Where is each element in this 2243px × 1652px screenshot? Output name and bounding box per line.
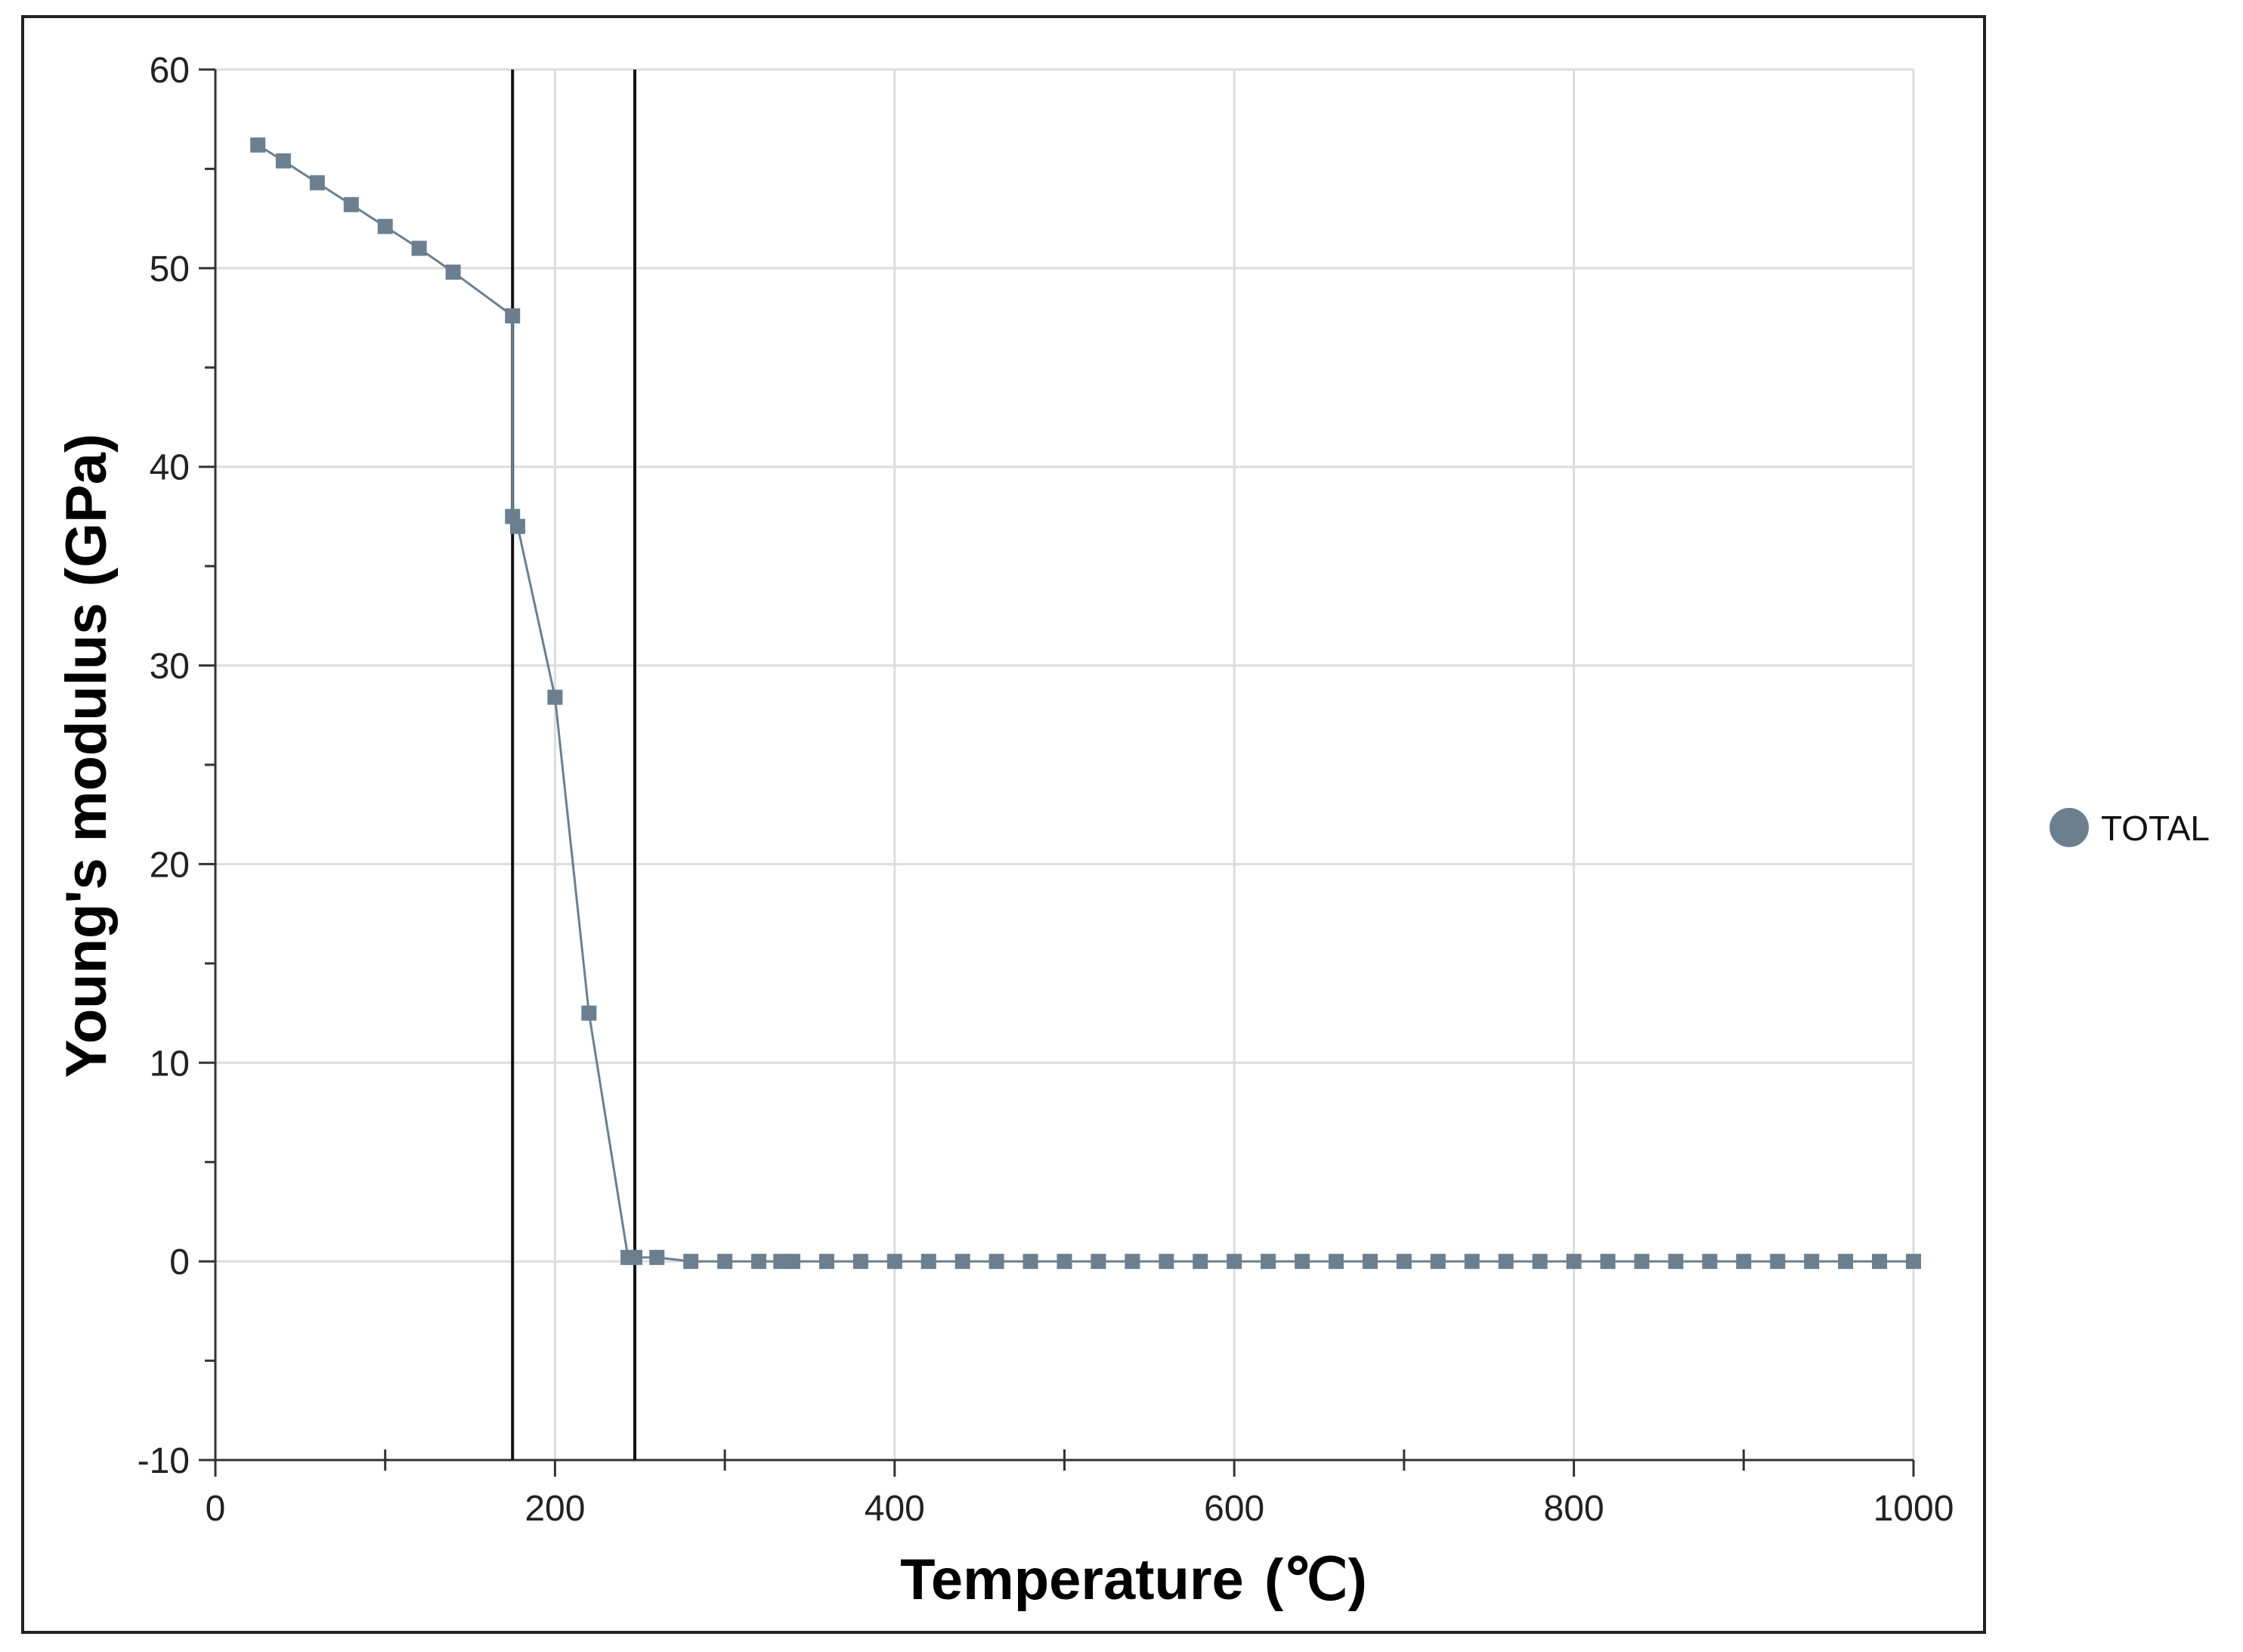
data-point: [1736, 1254, 1752, 1270]
legend[interactable]: TOTAL: [2050, 808, 2210, 848]
x-axis-title-unit: (℃): [1264, 1548, 1367, 1612]
data-point: [1804, 1254, 1820, 1270]
data-point: [445, 265, 461, 280]
data-point: [1430, 1254, 1446, 1270]
y-axis-title: Young's modulus (GPa): [54, 434, 119, 1078]
data-point: [1295, 1254, 1310, 1270]
data-point: [773, 1254, 789, 1270]
data-point: [1329, 1254, 1344, 1270]
data-point: [1193, 1254, 1208, 1270]
data-point: [784, 1254, 800, 1270]
data-point: [954, 1254, 970, 1270]
data-point: [1057, 1254, 1072, 1270]
x-axis-title-text: Temperature: [900, 1548, 1244, 1612]
data-point: [1838, 1254, 1854, 1270]
data-point: [1702, 1254, 1718, 1270]
x-axis-title: Temperature (℃): [900, 1548, 1367, 1612]
data-point: [818, 1254, 834, 1270]
data-point: [547, 689, 563, 705]
data-point: [1872, 1254, 1888, 1270]
data-point: [1498, 1254, 1514, 1270]
data-point: [886, 1254, 902, 1270]
data-point: [509, 518, 525, 534]
y-tick-label: 50: [150, 249, 190, 289]
series-layer: [250, 137, 1921, 1270]
reference-lines: [511, 70, 637, 1460]
data-point: [581, 1005, 597, 1021]
y-tick-label: 40: [150, 448, 190, 488]
data-point: [1906, 1254, 1921, 1270]
data-point: [1770, 1254, 1786, 1270]
data-point: [1091, 1254, 1106, 1270]
data-point: [1125, 1254, 1140, 1270]
y-tick-label: 10: [150, 1044, 190, 1084]
grid: [215, 68, 1915, 1460]
data-point: [1159, 1254, 1174, 1270]
data-point: [1396, 1254, 1412, 1270]
data-point: [309, 175, 325, 190]
x-tick-label: 400: [865, 1489, 925, 1529]
x-tick-label: 200: [524, 1489, 585, 1529]
data-point: [1022, 1254, 1038, 1270]
legend-label-total: TOTAL: [2101, 809, 2210, 848]
data-point: [1464, 1254, 1480, 1270]
x-tick-label: 600: [1204, 1489, 1264, 1529]
data-point: [250, 137, 266, 153]
data-point: [717, 1254, 733, 1270]
y-tick-label: -10: [138, 1441, 190, 1481]
data-point: [920, 1254, 936, 1270]
data-point: [852, 1254, 868, 1270]
x-tick-label: 800: [1544, 1489, 1604, 1529]
y-tick-label: 0: [169, 1242, 190, 1282]
x-tick-label: 0: [206, 1489, 226, 1529]
data-point: [1634, 1254, 1650, 1270]
data-point: [1261, 1254, 1276, 1270]
data-point: [343, 196, 359, 212]
data-point: [1362, 1254, 1378, 1270]
y-tick-label: 60: [150, 51, 190, 91]
chart-frame: [21, 15, 1986, 1634]
data-point: [377, 218, 393, 234]
data-point: [1227, 1254, 1242, 1270]
data-point: [1668, 1254, 1684, 1270]
data-point: [649, 1249, 665, 1265]
x-tick-label: 1000: [1873, 1489, 1954, 1529]
legend-marker-total: [2050, 808, 2089, 847]
data-point: [683, 1254, 699, 1270]
data-point: [275, 153, 291, 169]
data-point: [1566, 1254, 1582, 1270]
data-point: [988, 1254, 1004, 1270]
data-point: [1600, 1254, 1616, 1270]
data-point: [627, 1249, 643, 1265]
data-point: [411, 240, 427, 256]
data-point: [751, 1254, 767, 1270]
y-tick-label: 20: [150, 845, 190, 885]
data-point: [505, 308, 521, 323]
data-point: [1532, 1254, 1548, 1270]
axes: [199, 68, 1915, 1477]
y-tick-label: 30: [150, 647, 190, 687]
